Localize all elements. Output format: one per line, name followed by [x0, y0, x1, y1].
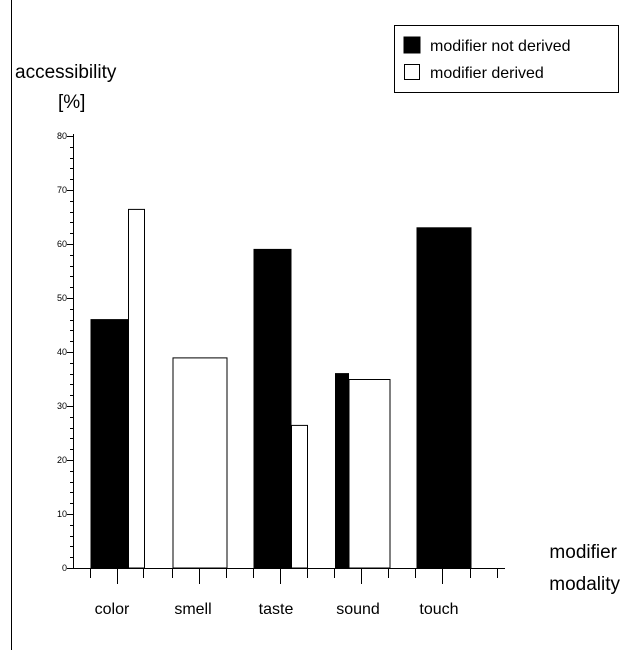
y-tick-label: 10	[57, 509, 67, 519]
legend-swatch-derived	[404, 64, 420, 80]
bar-taste-not-derived	[253, 248, 292, 569]
y-tick-label: 40	[57, 347, 67, 357]
bar-touch-not-derived	[416, 227, 472, 569]
bar-color-derived	[128, 208, 145, 569]
x-tick-label-taste: taste	[259, 601, 294, 618]
x-axis-label-line2: modality	[549, 574, 620, 595]
y-axis-label-line2: [%]	[58, 92, 85, 113]
bar-taste-derived	[291, 424, 308, 569]
legend-box	[394, 25, 619, 93]
x-axis-label-line1: modifier	[549, 542, 617, 563]
y-tick-label: 50	[57, 293, 67, 303]
y-axis-label-line1: accessibility	[15, 62, 117, 83]
y-tick-label: 60	[57, 239, 67, 249]
y-tick-label: 30	[57, 401, 67, 411]
y-axis: 0 10 20 30 40 50 60 70 80	[57, 131, 74, 573]
legend-label-not-derived: modifier not derived	[430, 38, 571, 55]
y-tick-label: 20	[57, 455, 67, 465]
bar-smell-derived	[172, 357, 228, 569]
legend-swatch-not-derived	[403, 36, 421, 54]
legend-label-derived: modifier derived	[430, 65, 544, 82]
x-tick-label-sound: sound	[336, 601, 380, 618]
bar-sound-derived	[348, 379, 391, 569]
x-tick-label-smell: smell	[174, 601, 211, 618]
bar-sound-not-derived	[335, 373, 349, 569]
x-tick-label-color: color	[95, 601, 130, 618]
y-tick-label: 0	[62, 563, 67, 573]
x-axis: color smell taste sound touch	[73, 568, 505, 618]
y-tick-label: 70	[57, 185, 67, 195]
legend: modifier not derived modifier derived	[394, 25, 619, 93]
bar-color-not-derived	[90, 319, 129, 569]
x-tick-label-touch: touch	[419, 601, 458, 618]
y-tick-label: 80	[57, 131, 67, 141]
